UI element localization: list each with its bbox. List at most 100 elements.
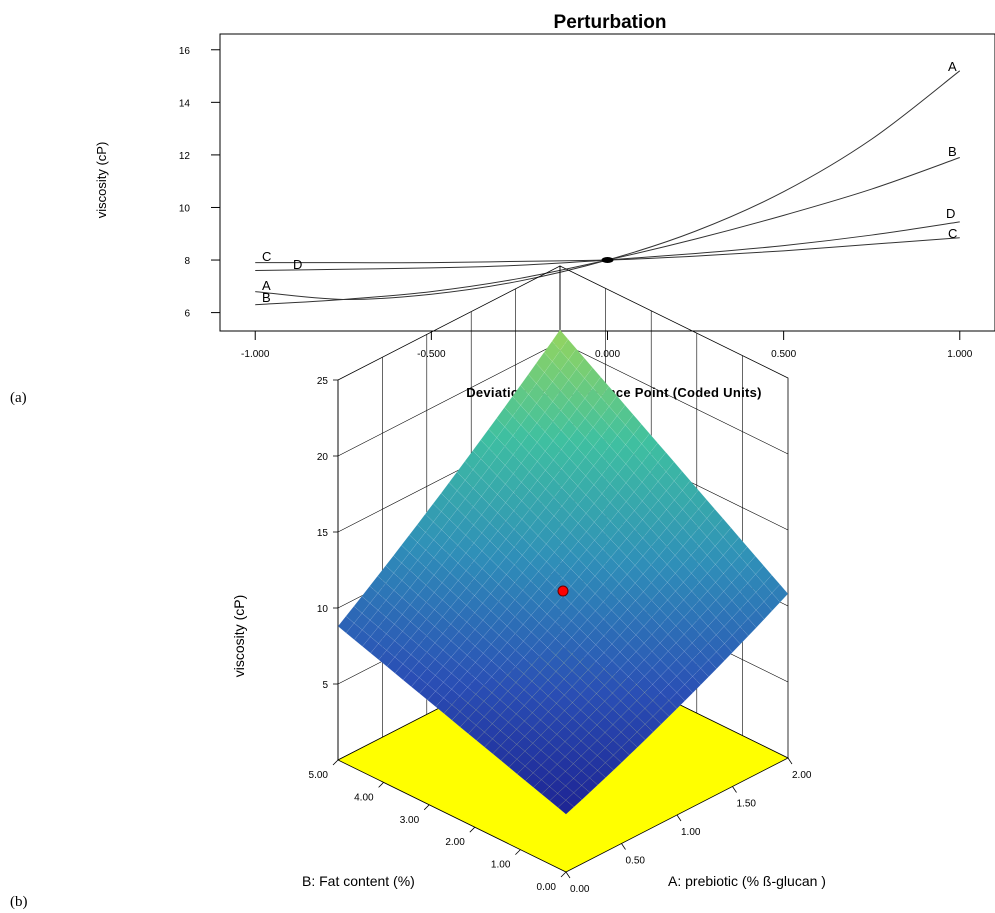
surface-cell [457, 552, 475, 571]
surface-cell [482, 593, 499, 612]
surface-cell [641, 452, 659, 473]
surface-cell [586, 521, 603, 541]
surface-cell [626, 547, 644, 566]
surface-cell [585, 484, 603, 504]
surface-cell [570, 541, 587, 560]
surface-cell [457, 498, 474, 518]
surface-cell [666, 536, 684, 556]
surface-cell [540, 742, 558, 758]
surface-cell [539, 630, 556, 648]
surface-cell [525, 772, 542, 788]
surface-cell [537, 469, 554, 490]
surface-cell [635, 591, 652, 610]
surface-cell [572, 694, 589, 711]
surface-cell [512, 424, 530, 445]
surface-cell [514, 607, 532, 625]
y-tick-label: 16 [179, 46, 191, 57]
y-tick-label-3d: 3.00 [400, 815, 420, 826]
surface-cell [692, 651, 709, 669]
surface-cell [563, 637, 580, 655]
surface-cell [625, 414, 642, 435]
surface-cell [657, 452, 675, 473]
plot-frame [219, 33, 995, 332]
surface-cell [545, 497, 563, 517]
surface-cell [426, 659, 444, 676]
surface-cell [634, 555, 652, 575]
y-tick-label-3d: 2.00 [445, 837, 465, 848]
surface-cell [508, 713, 525, 730]
x-tick-label-3d: 2.00 [792, 770, 812, 781]
surface-cell [571, 645, 589, 663]
surface-cell [708, 651, 725, 669]
x-tick-label-3d: 1.50 [737, 799, 757, 810]
surface-cell [512, 404, 529, 426]
surface-cell [610, 547, 628, 567]
y-tick-mark-3d [378, 782, 384, 788]
surface-cell [546, 604, 564, 623]
surface-cell [464, 450, 482, 470]
surface-cell [699, 572, 716, 592]
surface-cell [353, 612, 371, 631]
surface-cell [683, 608, 701, 627]
surface-cell [602, 520, 619, 540]
surface-cell [620, 708, 638, 725]
surface-cell [484, 723, 501, 740]
surface-cell [659, 582, 676, 601]
z-tick-label-3d: 15 [317, 528, 329, 539]
surface-cell [584, 387, 602, 408]
surface-cell [626, 510, 643, 530]
surface-cell [589, 770, 606, 786]
surface-cell [568, 408, 586, 430]
surface-cell [537, 450, 554, 471]
y-tick-label: 10 [179, 203, 191, 214]
surface-cell [642, 509, 659, 529]
surface-cell [441, 500, 458, 520]
surface-cell [499, 706, 517, 723]
surface-cell [475, 701, 493, 718]
surface-cell [557, 799, 575, 815]
x-tick-label-3d: 0.00 [570, 884, 590, 895]
y-tick-label-3d: 0.00 [537, 882, 557, 893]
surface-cell [426, 642, 444, 660]
surface-cell [521, 508, 539, 528]
surface-cell [763, 574, 781, 594]
surface-cell [633, 423, 650, 445]
surface-cell [649, 462, 667, 482]
surface-cell [516, 720, 533, 737]
surface-cell [715, 608, 733, 627]
surface-cell [594, 530, 611, 550]
surface-cell [642, 546, 660, 566]
x-axis-label-3d: A: prebiotic (% ß-glucan ) [668, 873, 826, 889]
surface-cell [459, 702, 477, 719]
surface-cell [483, 708, 501, 724]
surface-cell [433, 547, 451, 566]
y-axis: 6 8 10 12 14 16 [179, 46, 220, 320]
y-tick-label: 14 [179, 98, 191, 109]
surface-cell [563, 620, 580, 638]
surface-cell [490, 618, 508, 636]
surface-cell [496, 407, 513, 428]
surface-cell [620, 676, 637, 693]
surface-cell [530, 553, 547, 572]
surface-cell [569, 466, 586, 487]
surface-cell [546, 552, 563, 571]
surface-cell [579, 669, 597, 687]
surface-cell [667, 573, 684, 592]
surface-cell [617, 463, 635, 484]
surface-cell [465, 560, 483, 579]
surface-cell [507, 698, 525, 715]
surface-cell [560, 399, 578, 420]
surface-cell [369, 592, 387, 611]
surface-cell [402, 638, 420, 655]
series-label-start-A: A [262, 278, 271, 293]
surface-cell [593, 436, 610, 457]
surface-cell [675, 634, 693, 652]
perturbation-chart: Perturbation 6 8 10 12 14 16 -1.000 -0.500 0.00… [94, 12, 995, 400]
surface-cell [361, 585, 379, 604]
surface-cell [634, 537, 652, 557]
surface-cell [747, 555, 764, 575]
surface-cell [547, 621, 564, 639]
surface-cell [714, 518, 732, 538]
surface-cell [603, 643, 621, 661]
